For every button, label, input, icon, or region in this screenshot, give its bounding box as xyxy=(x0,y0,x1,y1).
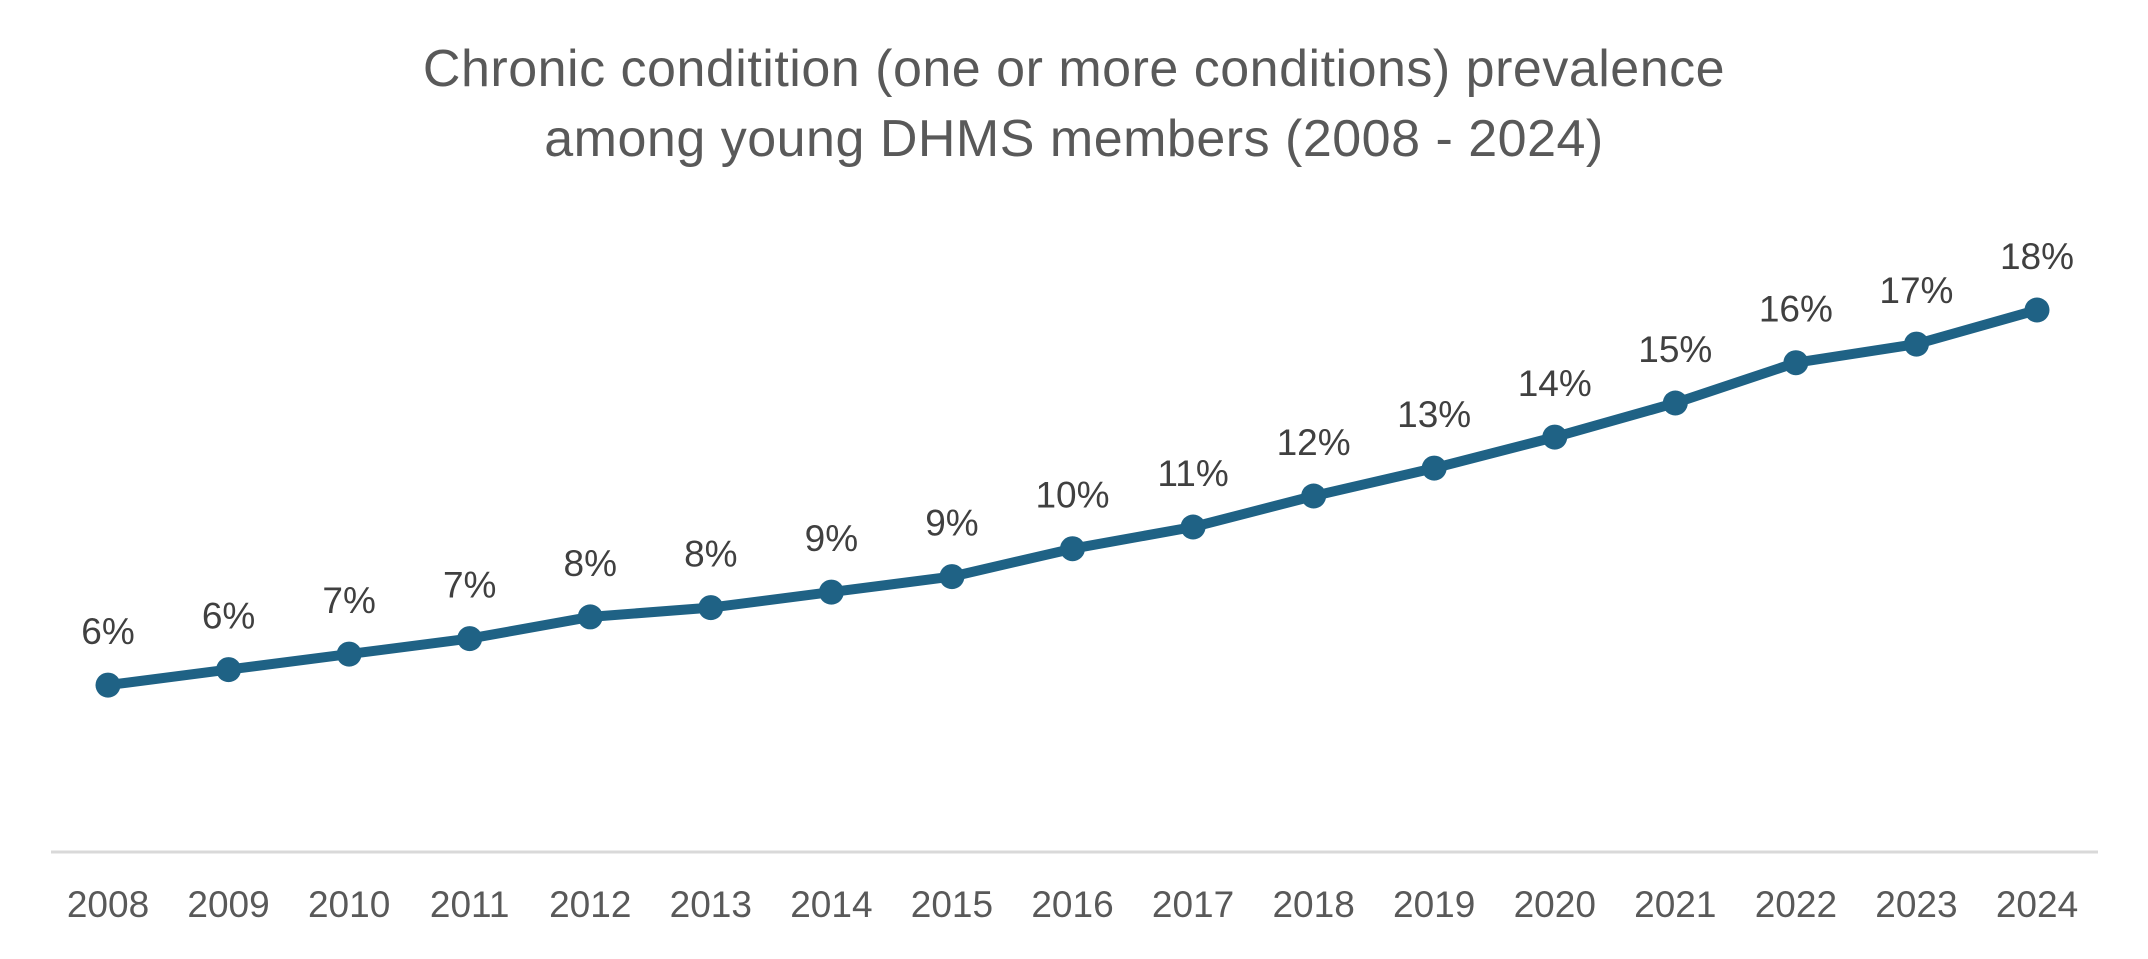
data-label-2024: 18% xyxy=(2000,236,2074,277)
data-point-2014 xyxy=(818,579,844,605)
x-axis-tick-label-2009: 2009 xyxy=(187,884,269,925)
x-axis-tick-label-2016: 2016 xyxy=(1031,884,1113,925)
x-axis-tick-label-2012: 2012 xyxy=(549,884,631,925)
x-axis-tick-label-2020: 2020 xyxy=(1514,884,1596,925)
data-point-2010 xyxy=(336,641,362,667)
x-axis-tick-label-2014: 2014 xyxy=(790,884,872,925)
data-label-2019: 13% xyxy=(1397,394,1471,435)
data-point-2012 xyxy=(577,604,603,630)
data-point-2021 xyxy=(1662,390,1688,416)
x-axis-tick-label-2010: 2010 xyxy=(308,884,390,925)
data-point-2015 xyxy=(939,564,965,590)
x-axis-tick-label-2021: 2021 xyxy=(1634,884,1716,925)
x-axis-tick-label-2023: 2023 xyxy=(1875,884,1957,925)
x-axis-tick-label-2015: 2015 xyxy=(911,884,993,925)
data-label-2015: 9% xyxy=(925,503,978,544)
data-label-2013: 8% xyxy=(684,534,737,575)
data-point-2008 xyxy=(95,672,121,698)
x-axis-tick-label-2022: 2022 xyxy=(1755,884,1837,925)
data-point-2020 xyxy=(1542,424,1568,450)
data-point-2017 xyxy=(1180,514,1206,540)
data-point-2024 xyxy=(2024,297,2050,323)
data-label-2016: 10% xyxy=(1035,475,1109,516)
data-label-2010: 7% xyxy=(322,580,375,621)
data-point-2013 xyxy=(698,595,724,621)
chart-title: Chronic conditition (one or more conditi… xyxy=(0,34,2148,174)
x-axis-tick-label-2019: 2019 xyxy=(1393,884,1475,925)
data-label-2023: 17% xyxy=(1879,270,1953,311)
data-label-2011: 7% xyxy=(443,565,496,606)
data-point-2009 xyxy=(216,657,242,683)
data-point-2018 xyxy=(1301,483,1327,509)
x-axis-tick-label-2008: 2008 xyxy=(67,884,149,925)
data-label-2018: 12% xyxy=(1277,422,1351,463)
data-label-2021: 15% xyxy=(1638,329,1712,370)
x-axis-tick-label-2018: 2018 xyxy=(1272,884,1354,925)
x-axis-tick-label-2011: 2011 xyxy=(430,884,510,925)
data-label-2014: 9% xyxy=(805,518,858,559)
data-label-2020: 14% xyxy=(1518,363,1592,404)
chart-title-line-2: among young DHMS members (2008 - 2024) xyxy=(544,110,1604,168)
data-label-2008: 6% xyxy=(81,611,134,652)
x-axis-tick-label-2017: 2017 xyxy=(1152,884,1234,925)
x-axis-tick-label-2013: 2013 xyxy=(670,884,752,925)
data-label-2012: 8% xyxy=(564,543,617,584)
data-point-2023 xyxy=(1903,331,1929,357)
data-point-2019 xyxy=(1421,455,1447,481)
data-label-2017: 11% xyxy=(1157,453,1228,494)
x-axis-tick-label-2024: 2024 xyxy=(1996,884,2078,925)
data-label-2022: 16% xyxy=(1759,289,1833,330)
data-point-2016 xyxy=(1060,536,1085,562)
data-label-2009: 6% xyxy=(202,596,255,637)
chart-title-line-1: Chronic conditition (one or more conditi… xyxy=(422,40,1726,98)
data-point-2022 xyxy=(1783,350,1809,376)
data-point-2011 xyxy=(457,626,483,652)
